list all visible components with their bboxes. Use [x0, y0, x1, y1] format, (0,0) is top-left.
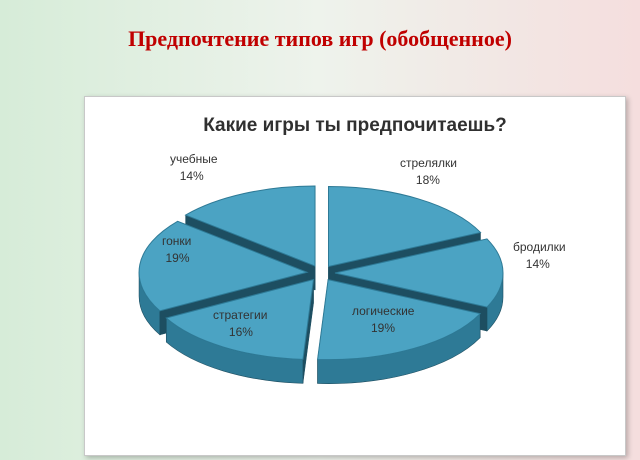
slice-label-1: бродилки [513, 240, 566, 254]
slice-value-label-2: 19% [371, 321, 395, 335]
chart-panel: Какие игры ты предпочитаешь? стрелялки 18… [84, 96, 626, 456]
slice-value-label-0: 18% [416, 173, 440, 187]
slice-label-3: стратегии [213, 308, 267, 322]
pie-tops [138, 185, 504, 361]
slice-value-label-5: 14% [180, 169, 204, 183]
pie-slice-0 [328, 185, 482, 268]
slice-value-label-3: 16% [229, 325, 253, 339]
slice-label-4: гонки [162, 234, 191, 248]
pie-slice-4 [138, 220, 309, 312]
slide-title: Предпочтение типов игр (обобщенное) [128, 26, 512, 51]
slice-label-0: стрелялки [400, 156, 457, 170]
slice-label-2: логические [352, 304, 415, 318]
pie-chart: стрелялки 18% бродилки 14% логические 19% стра… [138, 152, 566, 384]
pie-slice-2 [317, 279, 482, 361]
slice-value-label-1: 14% [526, 257, 550, 271]
pie-slice-1 [334, 238, 504, 308]
pie-labels: стрелялки 18% бродилки 14% логические 19% стра… [162, 152, 566, 339]
pie-slice-3 [165, 278, 315, 360]
chart-title: Какие игры ты предпочитаешь? [203, 115, 507, 136]
slice-value-label-4: 19% [166, 251, 190, 265]
slice-label-5: учебные [170, 152, 218, 166]
pie-slice-5 [184, 185, 316, 267]
